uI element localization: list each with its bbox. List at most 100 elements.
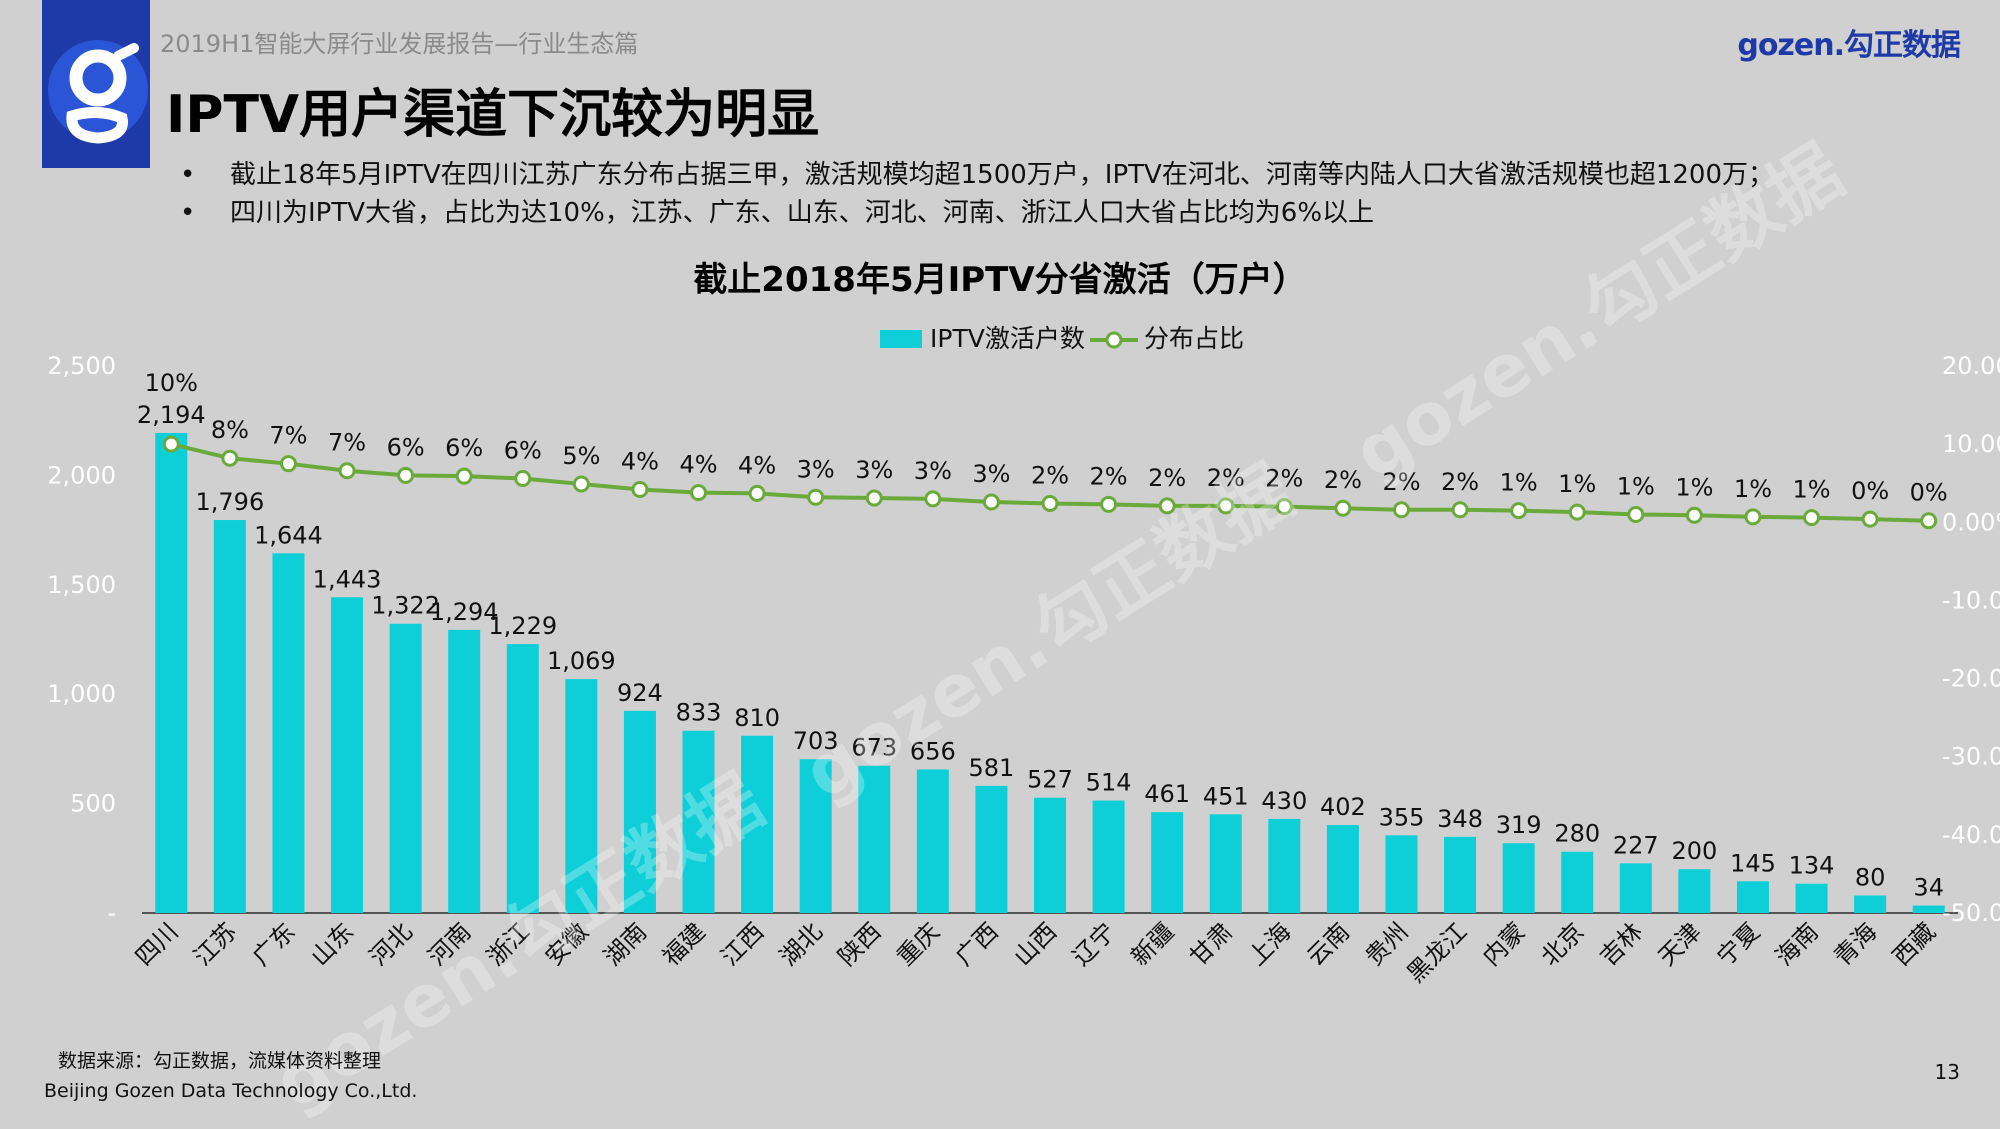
bar	[741, 735, 774, 913]
share-value-label: 2%	[1441, 468, 1479, 496]
bar-value-label: 451	[1203, 782, 1249, 810]
y-right-tick-label: -50.00%	[1942, 899, 2000, 927]
share-point	[807, 488, 825, 506]
category-label: 上海	[1243, 917, 1297, 971]
y-right-tick-label: -20.00%	[1942, 665, 2000, 693]
share-point	[162, 435, 180, 453]
share-value-label: 6%	[387, 433, 425, 461]
legend-line-marker	[1105, 331, 1123, 349]
share-value-label: 6%	[504, 437, 542, 465]
y-left-tick-label: -	[107, 899, 116, 927]
share-value-label: 4%	[679, 451, 717, 479]
page-title: IPTV用户渠道下沉较为明显	[166, 85, 820, 145]
share-point	[455, 467, 473, 485]
share-point	[1041, 495, 1059, 513]
bar-value-label: 673	[851, 734, 897, 762]
y-left-tick-label: 1,500	[47, 571, 116, 599]
share-value-label: 3%	[972, 460, 1010, 488]
bullet-item: 四川为IPTV大省，占比为达10%，江苏、广东、山东、河北、河南、浙江人口大省占…	[180, 194, 1980, 232]
share-value-label: 7%	[328, 429, 366, 457]
share-point	[397, 466, 415, 484]
bar	[799, 759, 832, 913]
bar	[1151, 812, 1184, 913]
bar	[1561, 851, 1594, 913]
bullet-item: 截止18年5月IPTV在四川江苏广东分布占据三甲，激活规模均超1500万户，IP…	[180, 156, 1980, 194]
brand-logo: gozen.勾正数据	[1737, 28, 1961, 63]
bar-value-label: 810	[734, 704, 780, 732]
share-value-label: 1%	[1558, 470, 1596, 498]
share-value-label: 3%	[855, 456, 893, 484]
bar-value-label: 402	[1320, 793, 1366, 821]
share-value-label: 2%	[1324, 466, 1362, 494]
share-value-label: 3%	[914, 457, 952, 485]
bar-value-label: 348	[1437, 805, 1483, 833]
share-point	[1568, 503, 1586, 521]
bar	[213, 520, 246, 913]
share-value-label: 2%	[1148, 464, 1186, 492]
bar	[1268, 818, 1301, 913]
category-label: 内蒙	[1477, 917, 1531, 971]
y-right-tick-label: 0.00%	[1942, 508, 2000, 536]
share-point	[748, 484, 766, 502]
category-label: 河北	[364, 917, 418, 971]
share-point	[1685, 506, 1703, 524]
bar	[1326, 825, 1359, 913]
share-point	[631, 480, 649, 498]
share-value-label: 2%	[1265, 465, 1303, 493]
chart: - 500 1,000 1,500 2,000 2,500 20.00% 10.00% 0.00…	[47, 324, 2000, 988]
share-point	[1920, 512, 1938, 530]
category-label: 湖南	[598, 917, 652, 971]
category-label: 陕西	[833, 917, 887, 971]
share-point	[1158, 497, 1176, 515]
category-label: 吉林	[1594, 917, 1648, 971]
bar	[506, 644, 539, 913]
gozen-logo-icon	[48, 40, 148, 144]
bar-value-label: 355	[1379, 803, 1425, 831]
share-point	[1334, 499, 1352, 517]
bar	[1854, 895, 1887, 913]
y-right-tick-label: 20.00%	[1942, 352, 2000, 380]
share-point	[1217, 497, 1235, 515]
share-value-label: 1%	[1617, 472, 1655, 500]
logo-block	[42, 0, 150, 168]
bar	[1736, 881, 1769, 913]
bar	[916, 769, 949, 913]
bar-value-label: 200	[1671, 837, 1717, 865]
category-label: 天津	[1653, 917, 1707, 971]
share-point	[1803, 509, 1821, 527]
bar	[1034, 797, 1066, 913]
bar	[1385, 835, 1418, 913]
share-point	[1510, 502, 1528, 520]
bar-value-label: 461	[1144, 780, 1190, 808]
bar-value-label: 280	[1554, 820, 1600, 848]
bar	[1209, 814, 1242, 913]
legend-bar-label: IPTV激活户数	[930, 324, 1085, 353]
bar-value-label: 581	[969, 754, 1015, 782]
share-point	[924, 490, 942, 508]
bar-value-label: 703	[793, 727, 839, 755]
bar-value-label: 1,069	[547, 647, 616, 675]
share-point	[982, 493, 1000, 511]
category-label: 黑龙江	[1402, 917, 1473, 988]
bar	[448, 629, 481, 913]
y-left-tick-label: 2,000	[47, 461, 116, 489]
bar	[1912, 905, 1945, 913]
category-label: 四川	[130, 917, 184, 971]
share-value-label: 2%	[1090, 462, 1128, 490]
y-left-tick-label: 500	[70, 790, 116, 818]
share-value-label: 8%	[211, 416, 249, 444]
bar	[1678, 869, 1711, 913]
bar-value-label: 1,294	[430, 598, 499, 626]
bar	[389, 623, 422, 913]
bullet-list: 截止18年5月IPTV在四川江苏广东分布占据三甲，激活规模均超1500万户，IP…	[180, 156, 1980, 232]
share-point	[338, 462, 356, 480]
share-value-label: 1%	[1734, 475, 1772, 503]
chart-title: 截止2018年5月IPTV分省激活（万户）	[693, 260, 1307, 300]
bar	[682, 730, 715, 913]
share-point	[572, 475, 590, 493]
bar-value-label: 2,194	[137, 401, 206, 429]
share-value-label: 1%	[1793, 476, 1831, 504]
y-right-tick-label: -10.00%	[1942, 586, 2000, 614]
category-label: 浙江	[481, 917, 535, 971]
bar-value-label: 833	[676, 699, 722, 727]
